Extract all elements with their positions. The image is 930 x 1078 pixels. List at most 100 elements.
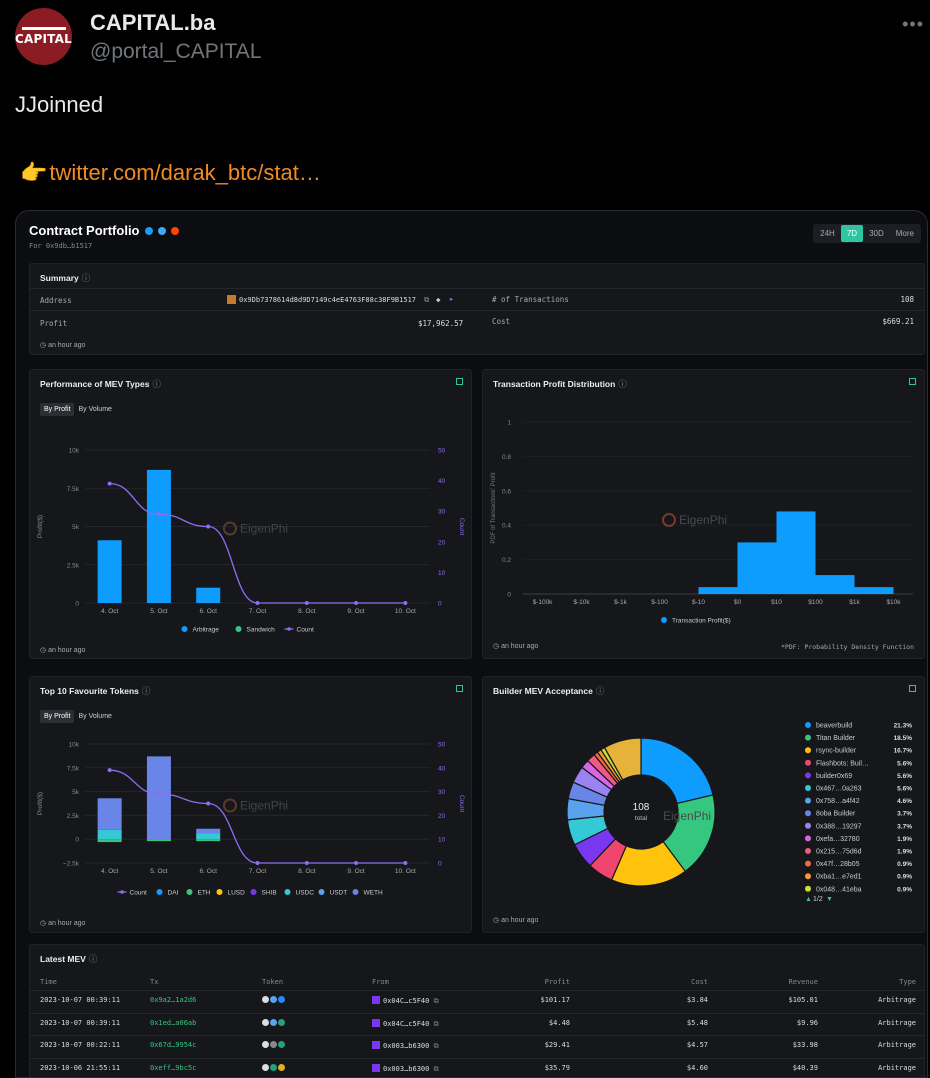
expand-icon[interactable] [456, 685, 463, 692]
eigenphi-logo-icon [223, 798, 237, 813]
y-tick-label: 0 [507, 592, 511, 599]
cost-value: $669.21 [882, 317, 914, 326]
identicon-icon [372, 996, 380, 1004]
send-icon[interactable]: ➤ [449, 295, 454, 304]
avatar[interactable]: CAPITAL [15, 8, 72, 65]
tab-by-volume[interactable]: By Volume [78, 713, 112, 720]
histogram-bar [815, 575, 855, 594]
from-address[interactable]: 0x003…b6300 [383, 1064, 430, 1073]
pie-slice [640, 737, 714, 805]
cell-from[interactable]: 0x003…b6300 ⧉ [372, 1063, 439, 1074]
user-handle[interactable]: @portal_CAPITAL [90, 40, 262, 63]
tweet-link-text[interactable]: twitter.com/darak_btc/stat… [49, 160, 321, 185]
copy-icon[interactable]: ⧉ [424, 295, 430, 304]
count-point [403, 601, 408, 605]
legend-dot [284, 889, 291, 895]
histogram-bar [737, 542, 777, 594]
x-tick-label: 5. Oct [150, 608, 168, 615]
tweet-header: CAPITAL CAPITAL.ba @portal_CAPITAL ••• [0, 0, 930, 80]
info-icon[interactable]: ⓘ [81, 273, 91, 283]
scan-icon[interactable]: ◆ [436, 295, 441, 304]
tokens-chart[interactable]: −2.5k 0 2.5k 5k 7.5k 10k 0 10 20 30 40 50 Profit($) C… [30, 732, 473, 912]
cell-tx[interactable]: 0x9a2…1a2d6 [150, 996, 197, 1004]
y-tick-label: 0 [75, 601, 79, 608]
profit-dist-title: Transaction Profit Distribution ⓘ [493, 379, 627, 389]
legend-value: 4.6% [897, 798, 912, 805]
cell-from[interactable]: 0x003…b6300 ⧉ [372, 1041, 439, 1051]
cell-revenue: $40.39 [792, 1063, 818, 1072]
expand-icon[interactable] [456, 378, 463, 385]
cell-from[interactable]: 0x04C…c5F40 ⧉ [372, 1018, 439, 1029]
eigenphi-logo-icon [662, 513, 676, 527]
tab-by-profit[interactable]: By Profit [40, 710, 75, 723]
info-icon[interactable]: ⓘ [152, 379, 161, 389]
legend-dot [805, 772, 811, 779]
row-divider [30, 990, 924, 991]
y-axis-label: Profit($) [37, 792, 44, 815]
count-point [206, 524, 211, 529]
cell-from[interactable]: 0x04C…c5F40 ⧉ [372, 996, 439, 1006]
expand-icon[interactable] [909, 378, 916, 385]
token-icon [262, 1063, 269, 1071]
legend-dot [805, 797, 811, 804]
y2-tick-label: 50 [438, 742, 446, 749]
count-point [107, 481, 112, 486]
y-tick-label: 2.5k [67, 813, 80, 820]
tweet-link[interactable]: 👉 twitter.com/darak_btc/stat… [20, 160, 321, 186]
row-divider [30, 1035, 924, 1036]
expand-icon[interactable] [909, 685, 916, 692]
copy-icon[interactable]: ⧉ [429, 1064, 439, 1073]
token-icon [278, 1063, 285, 1071]
twitter-icon[interactable] [144, 226, 153, 235]
more-options-icon[interactable]: ••• [902, 14, 924, 34]
cell-tx[interactable]: 0x67d…9954c [150, 1041, 197, 1049]
from-address[interactable]: 0x04C…c5F40 [383, 1019, 430, 1028]
bar-arbitrage [97, 540, 122, 603]
x-tick-label: 4. Oct [101, 868, 119, 875]
from-address[interactable]: 0x04C…c5F40 [383, 997, 430, 1005]
telegram-icon[interactable] [157, 226, 166, 235]
legend-dot [805, 848, 811, 854]
info-icon[interactable]: ⓘ [88, 954, 98, 964]
range-more[interactable]: More [895, 229, 914, 238]
range-24h[interactable]: 24H [820, 229, 835, 238]
profit-dist-updated: ◷ an hour ago [493, 643, 539, 650]
cell-tx[interactable]: 0x1ed…a06ab [150, 1018, 197, 1027]
from-address[interactable]: 0x003…b6300 [383, 1042, 430, 1050]
legend-label: USDC [296, 890, 315, 897]
y-tick-label: 2.5k [67, 562, 80, 569]
bar-arbitrage [146, 469, 171, 603]
cell-type: Arbitrage [878, 1041, 916, 1049]
profit-dist-chart[interactable]: 0 0.2 0.4 0.6 0.8 1 PDF of Transactions' Profi… [483, 400, 926, 640]
bar-negative [146, 839, 171, 842]
legend-marker [120, 890, 124, 894]
range-7d[interactable]: 7D [840, 225, 864, 242]
builder-chart[interactable]: 108 total EigenPhi beaverbuild 21.3% Titan Bu… [483, 707, 926, 902]
legend-label: Titan Builder [816, 735, 856, 742]
mev-types-chart[interactable]: 0 2.5k 5k 7.5k 10k 0 10 20 30 40 50 Profit($) Count E… [30, 425, 473, 655]
tx-count-value: 108 [900, 295, 914, 304]
tab-by-profit[interactable]: By Profit [40, 403, 75, 416]
info-icon[interactable]: ⓘ [618, 379, 627, 389]
cell-tx[interactable]: 0xeff…9bc5c [150, 1063, 197, 1072]
legend-dot [235, 626, 242, 632]
count-point [255, 601, 260, 605]
display-name[interactable]: CAPITAL.ba [90, 10, 216, 35]
reddit-icon[interactable] [170, 226, 179, 235]
copy-icon[interactable]: ⧉ [429, 997, 439, 1005]
info-icon[interactable]: ⓘ [141, 686, 151, 696]
y2-tick-label: 0 [438, 601, 442, 608]
legend-pager: 1/2 [813, 896, 823, 902]
x-tick-label: 9. Oct [347, 608, 365, 615]
pointing-hand-icon: 👉 [20, 160, 48, 185]
tab-by-volume[interactable]: By Volume [78, 406, 112, 413]
cell-profit: $35.79 [544, 1063, 570, 1072]
media-card[interactable]: Contract Portfolio For 0x9db…b1517 24H 7… [15, 210, 928, 1078]
copy-icon[interactable]: ⧉ [429, 1019, 439, 1028]
address-value[interactable]: 0x9Db7378614d8d9D7149c4eE4763F88c38F9B15… [239, 296, 417, 304]
info-icon[interactable]: ⓘ [595, 686, 605, 696]
copy-icon[interactable]: ⧉ [429, 1042, 439, 1050]
pie-slice [603, 737, 642, 781]
range-30d[interactable]: 30D [869, 229, 884, 238]
x-tick-label: 8. Oct [298, 868, 316, 875]
